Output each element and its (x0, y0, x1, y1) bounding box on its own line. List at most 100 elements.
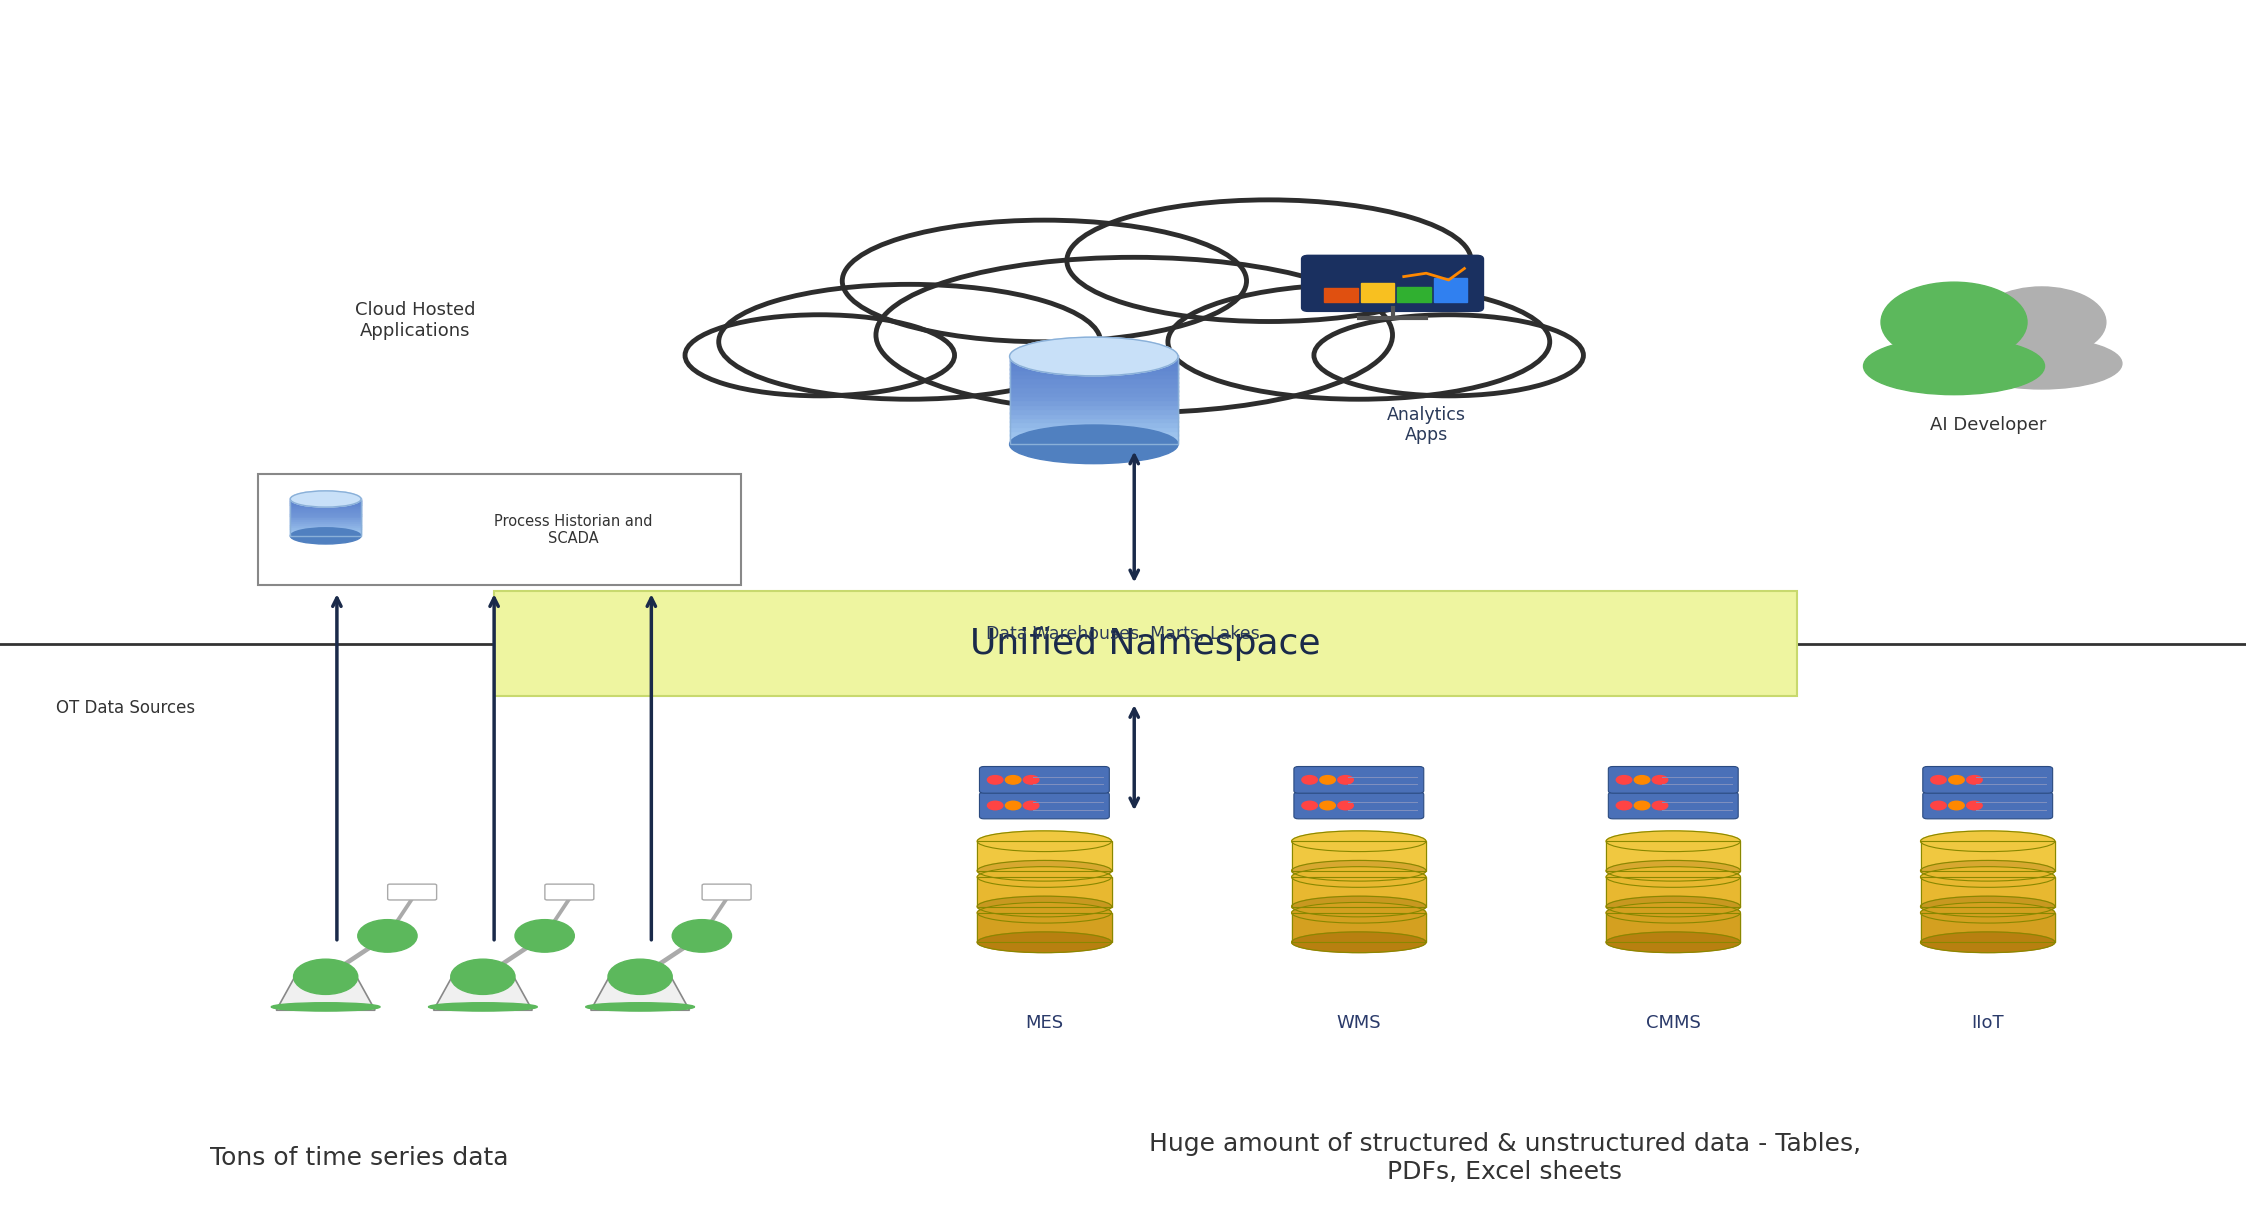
Bar (977, 841, 1112, 871)
Bar (1606, 841, 1741, 871)
Ellipse shape (1291, 830, 1426, 851)
Text: Huge amount of structured & unstructured data - Tables,
PDFs, Excel sheets: Huge amount of structured & unstructured… (1148, 1132, 1862, 1184)
Circle shape (1024, 776, 1040, 784)
Bar (1011, 421, 1177, 426)
Bar (290, 532, 362, 536)
Circle shape (1653, 776, 1669, 784)
Bar (290, 517, 362, 521)
Bar (290, 508, 362, 510)
Bar (977, 913, 1112, 942)
Bar (1011, 430, 1177, 436)
Ellipse shape (1291, 931, 1426, 952)
Bar (1011, 360, 1177, 365)
FancyBboxPatch shape (1294, 766, 1424, 793)
Ellipse shape (1920, 931, 2055, 952)
Bar (290, 511, 362, 514)
Bar (977, 877, 1112, 907)
Ellipse shape (1606, 830, 1741, 851)
Bar (1011, 394, 1177, 400)
Ellipse shape (586, 1003, 694, 1011)
FancyBboxPatch shape (979, 766, 1110, 793)
Ellipse shape (1291, 896, 1426, 917)
FancyBboxPatch shape (1608, 766, 1738, 793)
Ellipse shape (1864, 338, 2044, 394)
Bar (1291, 913, 1426, 942)
Bar (1920, 841, 2055, 871)
Ellipse shape (1606, 866, 1741, 887)
Bar (1291, 877, 1426, 907)
Bar (290, 520, 362, 522)
Bar (1011, 368, 1177, 375)
Ellipse shape (977, 866, 1112, 887)
FancyBboxPatch shape (1923, 792, 2053, 819)
Ellipse shape (876, 257, 1393, 413)
FancyBboxPatch shape (703, 885, 750, 899)
Bar (290, 527, 362, 530)
Circle shape (1024, 801, 1040, 809)
Bar (977, 841, 1112, 871)
Bar (1606, 913, 1741, 942)
Text: CMMS: CMMS (1646, 1014, 1700, 1031)
Ellipse shape (842, 221, 1247, 341)
Circle shape (1653, 801, 1669, 809)
Bar (1011, 439, 1177, 445)
Ellipse shape (977, 896, 1112, 917)
FancyBboxPatch shape (494, 591, 1797, 696)
Bar (290, 513, 362, 516)
Circle shape (1303, 776, 1318, 784)
Ellipse shape (429, 1003, 537, 1011)
Bar (1361, 282, 1395, 302)
Ellipse shape (977, 860, 1112, 881)
Ellipse shape (272, 1003, 380, 1011)
Ellipse shape (290, 527, 362, 545)
Ellipse shape (1008, 338, 1177, 376)
Bar (290, 521, 362, 525)
Bar (1011, 391, 1177, 395)
Circle shape (1932, 776, 1947, 784)
Bar (1397, 287, 1431, 302)
Bar (1920, 841, 2055, 871)
Circle shape (1617, 776, 1633, 784)
Text: OT Data Sources: OT Data Sources (56, 700, 195, 717)
Circle shape (1950, 801, 1965, 809)
Bar (1011, 408, 1177, 414)
Bar (290, 516, 362, 519)
Ellipse shape (685, 314, 955, 395)
Ellipse shape (1920, 902, 2055, 923)
Bar (1606, 877, 1741, 907)
Circle shape (988, 776, 1004, 784)
Bar (977, 913, 1112, 942)
Ellipse shape (1606, 860, 1741, 881)
Bar (290, 498, 362, 501)
FancyBboxPatch shape (1923, 766, 2053, 793)
Circle shape (1967, 776, 1983, 784)
Ellipse shape (1291, 902, 1426, 923)
Bar (290, 525, 362, 529)
Circle shape (1932, 801, 1947, 809)
Text: AI Developer: AI Developer (1929, 416, 2046, 434)
Ellipse shape (290, 490, 362, 508)
Ellipse shape (977, 902, 1112, 923)
Ellipse shape (1314, 314, 1583, 395)
FancyBboxPatch shape (389, 885, 436, 899)
Bar (1011, 356, 1177, 445)
Bar (1011, 386, 1177, 392)
Bar (1011, 404, 1177, 409)
Bar (1325, 288, 1357, 302)
Bar (977, 877, 1112, 907)
FancyBboxPatch shape (979, 792, 1110, 819)
Bar (1433, 278, 1467, 302)
Circle shape (357, 919, 418, 952)
Bar (290, 524, 362, 526)
Circle shape (1303, 801, 1318, 809)
Ellipse shape (1606, 902, 1741, 923)
Ellipse shape (1008, 425, 1177, 463)
Text: Analytics
Apps: Analytics Apps (1386, 405, 1467, 445)
FancyBboxPatch shape (546, 885, 593, 899)
Bar (1011, 425, 1177, 431)
Text: Tons of time series data: Tons of time series data (211, 1146, 508, 1170)
Circle shape (1967, 801, 1983, 809)
Bar (1011, 413, 1177, 418)
Circle shape (1882, 282, 2026, 362)
Bar (1011, 363, 1177, 370)
